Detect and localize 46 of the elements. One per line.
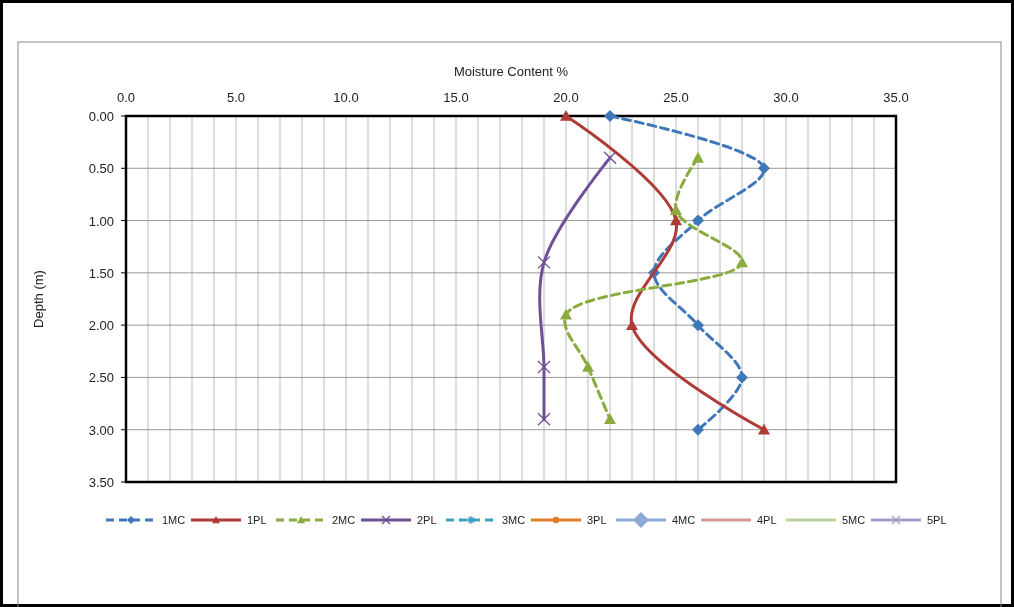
x-tick-label: 35.0 — [883, 90, 909, 105]
point — [692, 423, 704, 436]
y-tick-label: 1.00 — [88, 213, 114, 229]
point — [603, 151, 617, 165]
legend-label: 4PL — [757, 514, 777, 526]
point — [582, 360, 594, 372]
x-tick-label: 30.0 — [773, 90, 799, 105]
x-tick-label: 0.0 — [116, 90, 136, 105]
legend-label: 3MC — [502, 514, 526, 526]
legend-label: 3PL — [587, 514, 607, 526]
legend-label: 2MC — [332, 514, 356, 526]
point — [537, 360, 551, 374]
x-tick-label: 5.0 — [226, 90, 246, 105]
point — [758, 423, 770, 435]
y-tick-label: 0.50 — [88, 161, 114, 177]
point — [692, 214, 704, 227]
x-tick-label: 25.0 — [663, 90, 689, 105]
y-tick-label: 0.00 — [88, 109, 114, 124]
y-tick-label: 3.50 — [88, 475, 114, 490]
point — [560, 110, 572, 121]
legend-label: 1PL — [247, 514, 267, 526]
point — [537, 255, 551, 270]
y-tick-label: 3.00 — [88, 422, 114, 438]
legend-label: 5MC — [842, 514, 866, 526]
y-tick-label: 2.00 — [88, 318, 114, 334]
point — [758, 162, 770, 175]
point — [736, 256, 748, 268]
point — [692, 151, 704, 163]
y-axis-title: Depth (m) — [31, 270, 46, 328]
point — [626, 319, 638, 330]
x-tick-label: 15.0 — [443, 90, 469, 105]
legend-label: 4MC — [672, 514, 696, 526]
point — [604, 413, 616, 425]
legend-label: 1MC — [162, 514, 186, 526]
y-tick-label: 2.50 — [88, 370, 114, 386]
point — [736, 371, 748, 384]
point — [604, 110, 616, 122]
point — [670, 214, 682, 226]
y-tick-label: 1.50 — [88, 265, 114, 281]
x-axis-title: Moisture Content % — [453, 64, 569, 79]
x-tick-label: 20.0 — [553, 90, 579, 105]
point — [537, 412, 551, 426]
point — [692, 319, 704, 332]
legend-label: 5PL — [927, 514, 947, 526]
x-tick-label: 10.0 — [333, 90, 359, 105]
legend-label: 2PL — [417, 514, 437, 526]
